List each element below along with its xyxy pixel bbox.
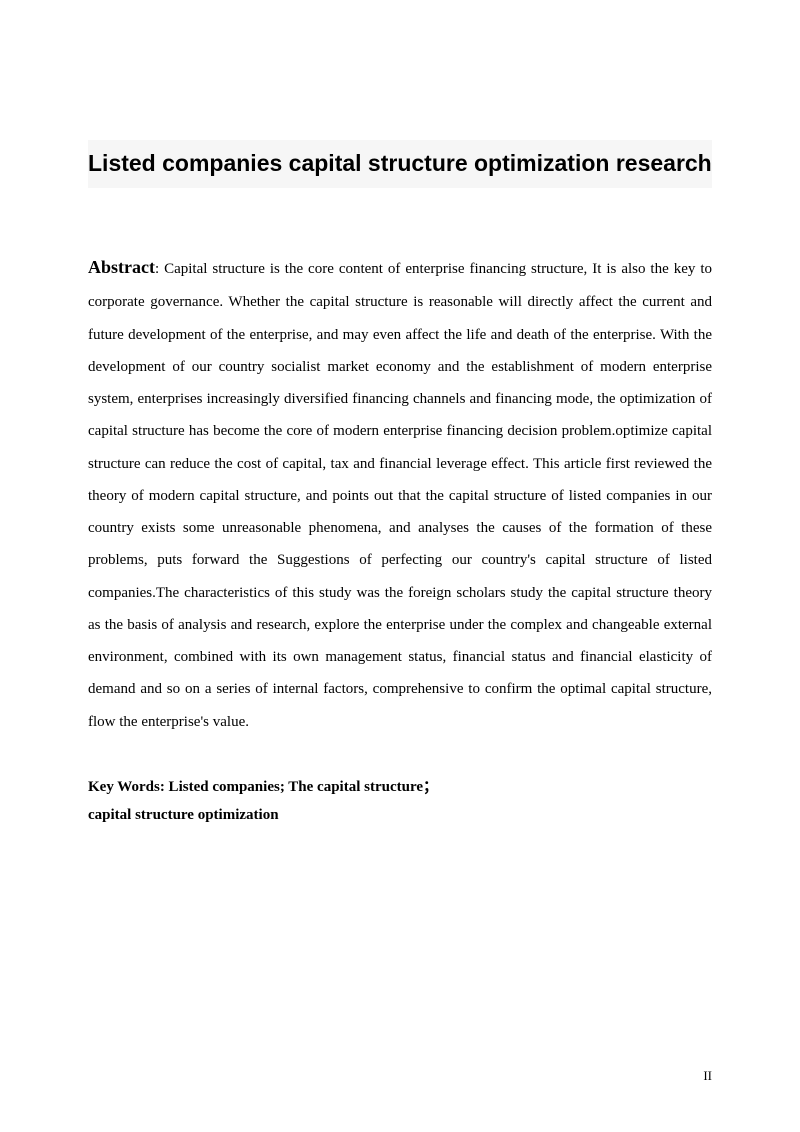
page-number: II (703, 1068, 712, 1084)
abstract-paragraph: Abstract: Capital structure is the core … (88, 248, 712, 738)
abstract-section: Abstract: Capital structure is the core … (88, 248, 712, 738)
page-container: Listed companies capital structure optim… (0, 0, 800, 890)
title-section: Listed companies capital structure optim… (88, 140, 712, 188)
document-title: Listed companies capital structure optim… (88, 142, 712, 186)
abstract-label: Abstract (88, 257, 155, 277)
abstract-body: : Capital structure is the core content … (88, 261, 712, 730)
keywords-section: Key Words: Listed companies; The capital… (88, 773, 712, 830)
keywords-line-1: Key Words: Listed companies; The capital… (88, 773, 712, 802)
keywords-line-2: capital structure optimization (88, 801, 712, 830)
